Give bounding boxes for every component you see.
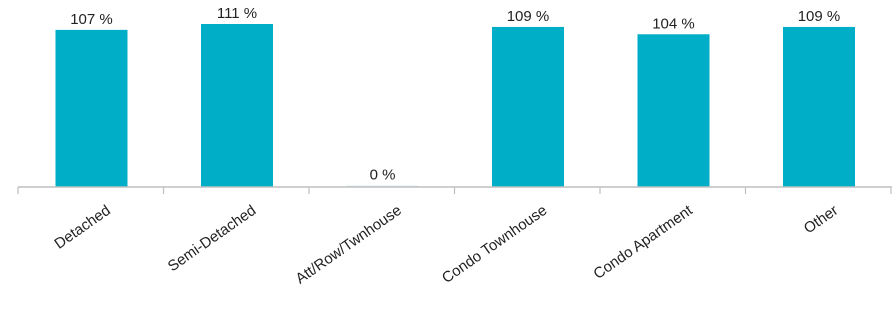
value-labels: 107 % 111 % 0 % 109 % 104 % 109 % <box>70 5 840 184</box>
bar <box>201 24 273 187</box>
category-label: Condo Townhouse <box>439 202 550 287</box>
category-label: Att/Row/Twnhouse <box>293 202 405 288</box>
value-label: 0 % <box>370 167 396 184</box>
category-label: Other <box>801 202 841 237</box>
category-label: Semi-Detached <box>165 202 259 275</box>
bar <box>55 29 128 188</box>
category-labels: Detached Semi-Detached Att/Row/Twnhouse Con… <box>51 201 841 287</box>
value-label: 107 % <box>70 11 113 28</box>
bars <box>55 24 855 188</box>
value-label: 109 % <box>798 8 841 25</box>
value-label: 111 % <box>217 5 257 22</box>
value-label: 104 % <box>652 15 695 32</box>
category-label: Detached <box>51 202 113 253</box>
bar <box>783 26 855 188</box>
bar <box>637 34 710 187</box>
value-label: 109 % <box>507 8 550 25</box>
bar <box>492 26 564 188</box>
axis-ticks <box>17 187 892 194</box>
category-label: Condo Apartment <box>590 201 696 282</box>
